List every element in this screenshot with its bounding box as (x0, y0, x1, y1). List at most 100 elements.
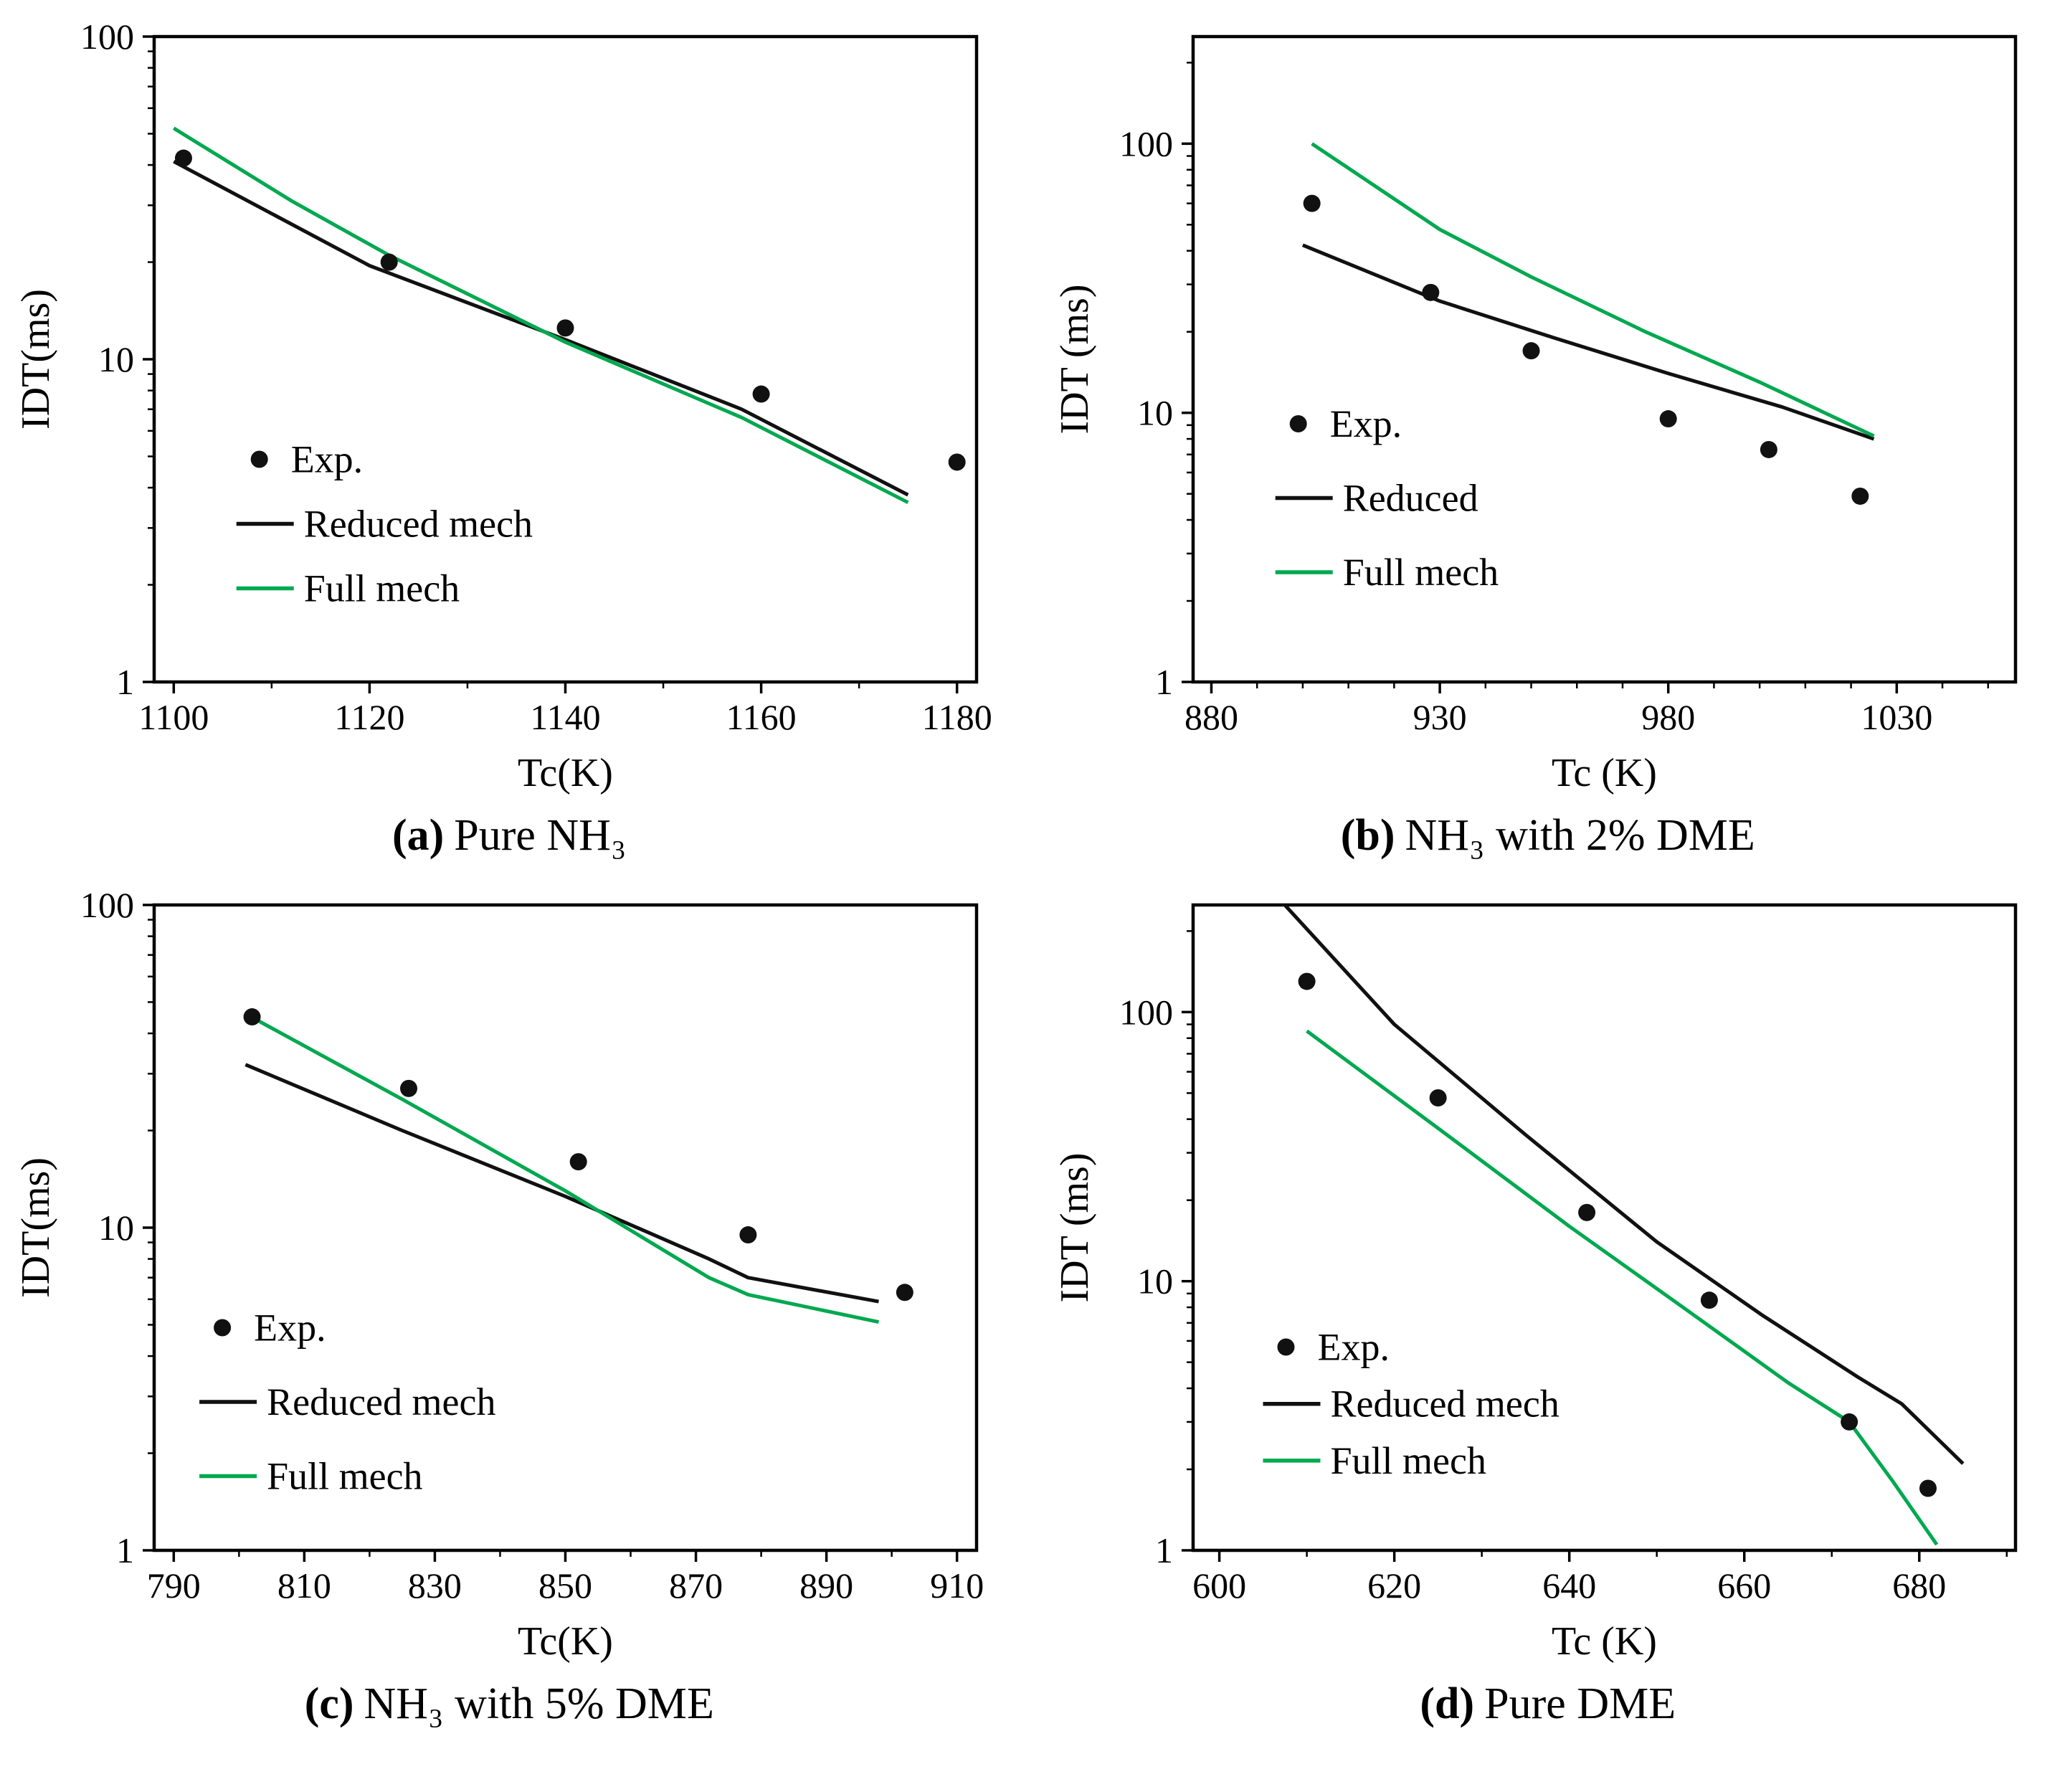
exp-point (380, 253, 398, 271)
chart-a-plot: 1100 1120 1140 1160 1180 1 10 100 Exp. Reduced me… (14, 16, 992, 795)
caption-d: (d) Pure DME (1420, 1679, 1676, 1730)
y-tick-label: 1 (116, 1530, 134, 1570)
legend-dot-marker (214, 1319, 232, 1337)
x-tick-label: 870 (669, 1565, 723, 1606)
y-tick-label: 100 (80, 16, 134, 57)
chart-d: 600 620 640 660 680 1 10 100 Exp. Reduced mech Ful… (1053, 880, 2043, 1676)
x-tick-label: 980 (1641, 697, 1695, 737)
legend-dot-marker (250, 450, 268, 468)
exp-point (1919, 1479, 1937, 1497)
legend-label: Exp. (291, 438, 364, 481)
x-axis-label: Tc (K) (1552, 751, 1657, 795)
caption-label: (d) (1420, 1679, 1475, 1728)
x-tick-label: 1140 (531, 697, 601, 737)
x-tick-label: 1120 (335, 697, 405, 737)
x-tick-label: 810 (277, 1565, 331, 1606)
full-mech-line (173, 126, 909, 504)
series (243, 1008, 914, 1324)
caption-a: (a) Pure NH₃ (392, 810, 627, 861)
caption-label: (c) (304, 1679, 354, 1728)
y-tick-label: 10 (1137, 393, 1173, 433)
reduced-mech-line (1282, 905, 1965, 1465)
exp-point (1700, 1291, 1718, 1309)
caption-b: (b) NH₃ with 2% DME (1341, 810, 1755, 861)
chart-a: 1100 1120 1140 1160 1180 1 10 100 Exp. Reduced me… (14, 11, 1004, 807)
exp-point (739, 1226, 757, 1244)
exp-point (1840, 1413, 1858, 1431)
legend-dot-marker (1289, 415, 1307, 432)
exp-point (556, 319, 574, 337)
caption-text: Pure NH₃ (454, 811, 627, 860)
y-tick-label: 100 (1119, 123, 1173, 163)
reduced-mech-line (173, 159, 909, 497)
x-tick-label: 910 (930, 1565, 984, 1606)
axes: 880 930 980 1030 1 10 100 (1119, 34, 2017, 737)
legend-label: Exp. (1329, 402, 1402, 445)
legend-label: Reduced mech (267, 1380, 495, 1423)
y-tick-label: 100 (1119, 992, 1173, 1032)
exp-point (948, 453, 966, 471)
legend-label: Full mech (1342, 551, 1498, 594)
legend-dot-marker (1277, 1338, 1295, 1356)
exp-point (1577, 1203, 1595, 1221)
x-axis-label: Tc(K) (518, 751, 613, 795)
full-mech-line (244, 1012, 880, 1324)
y-tick-label: 1 (1155, 1530, 1173, 1570)
y-tick-label: 1 (1155, 662, 1173, 702)
y-tick-label: 1 (116, 662, 134, 702)
axes: 600 620 640 660 680 1 10 100 (1119, 903, 2017, 1606)
x-tick-label: 1030 (1861, 697, 1932, 737)
chart-c: 790 810 830 850 870 890 910 1 10 100 Exp. Reduced m… (14, 880, 1004, 1676)
full-mech-line (1311, 142, 1875, 438)
figure: 1100 1120 1140 1160 1180 1 10 100 Exp. Reduced me… (11, 11, 2046, 1730)
y-axis-label: IDT (ms) (1053, 285, 1097, 435)
caption-text: Pure DME (1484, 1679, 1676, 1728)
chart-d-plot: 600 620 640 660 680 1 10 100 Exp. Reduced mech Ful… (1053, 903, 2017, 1664)
x-tick-label: 850 (538, 1565, 592, 1606)
chart-b-plot: 880 930 980 1030 1 10 100 Exp. Reduced Full mech T… (1053, 34, 2017, 795)
chart-c-plot: 790 810 830 850 870 890 910 1 10 100 Exp. Reduced m… (14, 885, 984, 1664)
exp-point (1659, 410, 1677, 428)
series (173, 126, 966, 504)
legend-label: Exp. (1317, 1326, 1390, 1369)
exp-point (1303, 194, 1321, 212)
legend: Exp. Reduced mech Full mech (236, 438, 533, 610)
series (1301, 142, 1875, 505)
caption-text: NH₃ with 5% DME (364, 1679, 714, 1728)
y-axis-label: IDT (ms) (1053, 1153, 1097, 1303)
y-tick-label: 100 (80, 885, 134, 925)
exp-point (896, 1284, 914, 1302)
panel-c: 790 810 830 850 870 890 910 1 10 100 Exp. Reduced m… (11, 880, 1007, 1730)
legend-label: Full mech (267, 1455, 422, 1498)
x-tick-label: 890 (799, 1565, 853, 1606)
chart-b: 880 930 980 1030 1 10 100 Exp. Reduced Full mech T… (1053, 11, 2043, 807)
caption-c: (c) NH₃ with 5% DME (305, 1679, 714, 1730)
y-tick-label: 10 (98, 1208, 134, 1248)
x-tick-label: 930 (1413, 697, 1466, 737)
legend-label: Reduced mech (304, 503, 533, 546)
x-tick-label: 680 (1892, 1565, 1946, 1606)
legend: Exp. Reduced mech Full mech (199, 1307, 496, 1498)
exp-point (1851, 487, 1869, 505)
y-axis-label: IDT(ms) (14, 1157, 58, 1298)
full-mech-line (1305, 1029, 1939, 1546)
axes: 1100 1120 1140 1160 1180 1 10 100 (80, 16, 992, 737)
x-tick-label: 790 (147, 1565, 201, 1606)
exp-point (1760, 440, 1777, 458)
exp-point (1522, 342, 1540, 360)
legend-label: Full mech (1330, 1439, 1486, 1482)
exp-point (175, 149, 193, 167)
legend: Exp. Reduced mech Full mech (1263, 1326, 1559, 1482)
exp-point (1298, 972, 1316, 990)
y-tick-label: 10 (1137, 1261, 1173, 1302)
x-tick-label: 640 (1542, 1565, 1596, 1606)
x-tick-label: 1160 (726, 697, 797, 737)
legend-label: Exp. (254, 1307, 326, 1350)
x-axis-label: Tc (K) (1552, 1619, 1657, 1664)
exp-point (1429, 1089, 1447, 1106)
caption-text: NH₃ with 2% DME (1405, 811, 1755, 860)
x-tick-label: 1100 (138, 697, 209, 737)
panel-b: 880 930 980 1030 1 10 100 Exp. Reduced Full mech T… (1050, 11, 2046, 861)
x-tick-label: 1180 (922, 697, 992, 737)
series (1282, 905, 1965, 1546)
